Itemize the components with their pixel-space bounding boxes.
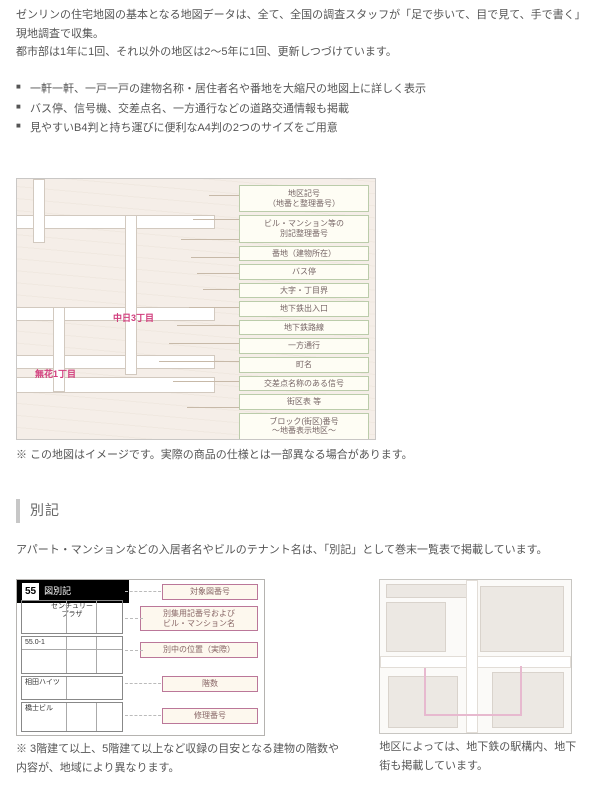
legend-item: ビル・マンション等の 別記整理番号 <box>239 215 369 242</box>
bekki-building-name: 55.0-1 <box>22 637 122 649</box>
intro-line-2: 都市部は1年に1回、それ以外の地区は2～5年に1回、更新しつづけています。 <box>16 46 397 58</box>
bekki-tag: 別中の位置（実際） <box>140 642 258 658</box>
bekki-building-name: 橋士ビル <box>22 703 122 715</box>
bekki-intro: アパート・マンションなどの入居者名やビルのテナント名は、「別記」として巻末一覧表… <box>16 541 585 560</box>
list-item: バス停、信号機、交差点名、一方通行などの道路交通情報も掲載 <box>16 100 585 119</box>
bekki-tag: 対象図番号 <box>162 584 258 600</box>
intro-paragraph: ゼンリンの住宅地図の基本となる地図データは、全て、全国の調査スタッフが「足で歩い… <box>16 6 585 62</box>
legend-item: ブロック(街区)番号 〜地番表示地区〜 <box>239 413 369 440</box>
map-frame: 中日3丁目 無花1丁目 地区記号 （地番と整理番号） ビル・マンション等の 別記… <box>16 178 376 440</box>
section-title-bekki: 別記 <box>16 499 585 523</box>
legend-item: 地下鉄出入口 <box>239 301 369 317</box>
bekki-left-col: 55 図別記 センチュリー プラザ 55.0-1 相田ハイツ 橋士ビ <box>16 579 343 777</box>
legend-item: 大字・丁目界 <box>239 283 369 299</box>
intro-line-1: ゼンリンの住宅地図の基本となる地図データは、全て、全国の調査スタッフが「足で歩い… <box>16 9 580 40</box>
bekki-columns: 55 図別記 センチュリー プラザ 55.0-1 相田ハイツ 橋士ビ <box>16 579 585 777</box>
bekki-tag: 階数 <box>162 676 258 692</box>
map-district-label: 中日3丁目 <box>113 311 154 326</box>
bekki-building-name: センチュリー プラザ <box>22 601 122 620</box>
bekki-right-col: 地区によっては、地下鉄の駅構内、地下街も掲載しています。 <box>379 579 585 775</box>
legend-item: 番地（建物所在） <box>239 246 369 262</box>
map-example: 中日3丁目 無花1丁目 地区記号 （地番と整理番号） ビル・マンション等の 別記… <box>16 178 585 440</box>
legend-item: 町名 <box>239 357 369 373</box>
bekki-left-diagram: 55 図別記 センチュリー プラザ 55.0-1 相田ハイツ 橋士ビ <box>16 579 265 736</box>
map-note: ※ この地図はイメージです。実際の商品の仕様とは一部異なる場合があります。 <box>16 446 585 465</box>
legend-item: 交差点名称のある信号 <box>239 376 369 392</box>
bekki-page-number: 55 <box>21 582 40 601</box>
bekki-right-note: 地区によっては、地下鉄の駅構内、地下街も掲載しています。 <box>379 738 585 775</box>
legend-item: 地下鉄路線 <box>239 320 369 336</box>
feature-list: 一軒一軒、一戸一戸の建物名称・居住者名や番地を大縮尺の地図上に詳しく表示 バス停… <box>16 80 585 138</box>
list-item: 一軒一軒、一戸一戸の建物名称・居住者名や番地を大縮尺の地図上に詳しく表示 <box>16 80 585 99</box>
bekki-header-label: 図別記 <box>44 584 71 599</box>
legend-item: バス停 <box>239 264 369 280</box>
map-legend: 地区記号 （地番と整理番号） ビル・マンション等の 別記整理番号 番地（建物所在… <box>239 185 369 440</box>
bekki-right-diagram <box>379 579 572 734</box>
bekki-tag: 修理番号 <box>162 708 258 724</box>
map-district-label: 無花1丁目 <box>35 367 76 382</box>
bekki-building-name: 相田ハイツ <box>22 677 122 689</box>
bekki-tag: 別集用記番号および ビル・マンション名 <box>140 606 258 631</box>
bekki-left-note: ※ 3階建て以上、5階建て以上など収録の目安となる建物の階数や内容が、地域により… <box>16 740 343 777</box>
legend-item: 街区表 等 <box>239 394 369 410</box>
legend-item: 一方通行 <box>239 338 369 354</box>
legend-item: 地区記号 （地番と整理番号） <box>239 185 369 212</box>
list-item: 見やすいB4判と持ち運びに便利なA4判の2つのサイズをご用意 <box>16 119 585 138</box>
